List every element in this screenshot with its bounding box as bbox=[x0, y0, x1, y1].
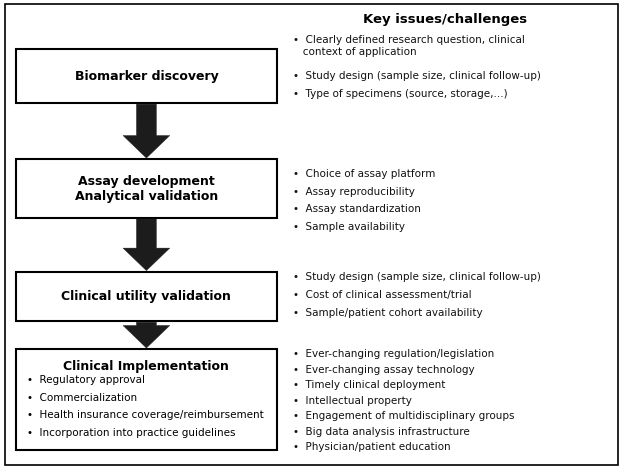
Text: •  Clearly defined research question, clinical
   context of application: • Clearly defined research question, cli… bbox=[293, 35, 525, 57]
Text: •  Assay standardization: • Assay standardization bbox=[293, 204, 421, 214]
Text: Biomarker discovery: Biomarker discovery bbox=[75, 70, 218, 83]
Text: •  Study design (sample size, clinical follow-up): • Study design (sample size, clinical fo… bbox=[293, 272, 541, 282]
Text: •  Ever-changing assay technology: • Ever-changing assay technology bbox=[293, 365, 475, 375]
Text: •  Sample/patient cohort availability: • Sample/patient cohort availability bbox=[293, 308, 482, 318]
Bar bbox=[16, 159, 277, 218]
Bar bbox=[16, 349, 277, 450]
Text: •  Ever-changing regulation/legislation: • Ever-changing regulation/legislation bbox=[293, 349, 494, 359]
Text: •  Commercialization: • Commercialization bbox=[27, 393, 137, 402]
Text: •  Assay reproducibility: • Assay reproducibility bbox=[293, 187, 415, 197]
Polygon shape bbox=[123, 219, 169, 271]
Text: •  Type of specimens (source, storage,...): • Type of specimens (source, storage,...… bbox=[293, 89, 508, 98]
Text: Assay development
Analytical validation: Assay development Analytical validation bbox=[75, 175, 218, 203]
Polygon shape bbox=[123, 104, 169, 158]
Bar bbox=[16, 49, 277, 103]
Text: •  Cost of clinical assessment/trial: • Cost of clinical assessment/trial bbox=[293, 290, 472, 300]
Text: •  Intellectual property: • Intellectual property bbox=[293, 396, 412, 406]
Text: •  Sample availability: • Sample availability bbox=[293, 222, 405, 232]
Text: •  Health insurance coverage/reimbursement: • Health insurance coverage/reimbursemen… bbox=[27, 410, 264, 420]
Text: Clinical utility validation: Clinical utility validation bbox=[62, 290, 231, 303]
Text: •  Incorporation into practice guidelines: • Incorporation into practice guidelines bbox=[27, 428, 235, 438]
Text: •  Physician/patient education: • Physician/patient education bbox=[293, 442, 450, 452]
Text: Key issues/challenges: Key issues/challenges bbox=[363, 13, 528, 26]
Bar bbox=[16, 272, 277, 321]
Polygon shape bbox=[123, 322, 169, 348]
Text: •  Big data analysis infrastructure: • Big data analysis infrastructure bbox=[293, 427, 470, 437]
Text: •  Study design (sample size, clinical follow-up): • Study design (sample size, clinical fo… bbox=[293, 71, 541, 81]
Text: •  Engagement of multidisciplinary groups: • Engagement of multidisciplinary groups bbox=[293, 411, 515, 421]
Text: •  Choice of assay platform: • Choice of assay platform bbox=[293, 169, 435, 179]
Text: •  Timely clinical deployment: • Timely clinical deployment bbox=[293, 380, 445, 390]
Text: Clinical Implementation: Clinical Implementation bbox=[64, 360, 229, 373]
Text: •  Regulatory approval: • Regulatory approval bbox=[27, 375, 145, 385]
